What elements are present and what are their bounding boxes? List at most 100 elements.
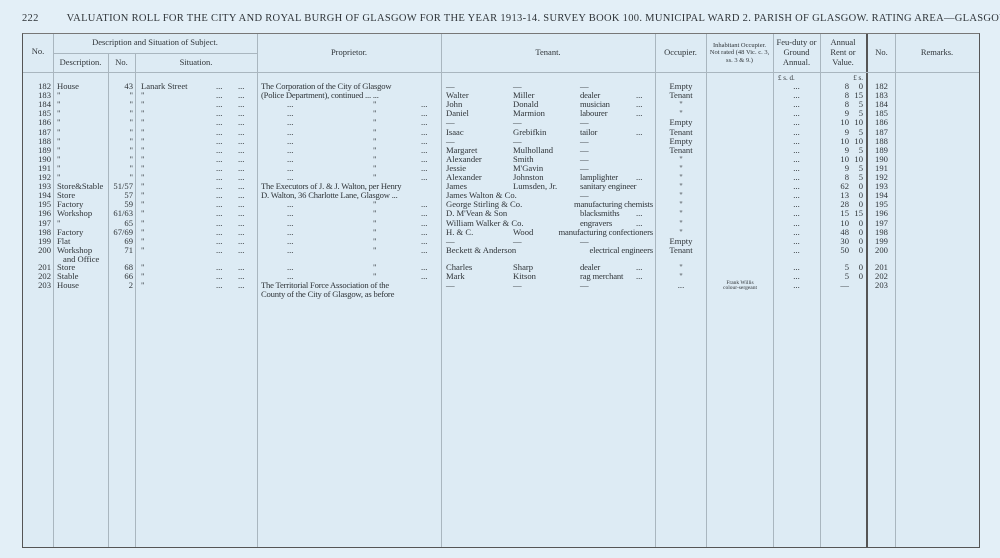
row-number-right: 201 [875,261,888,272]
house-number: 43 [124,81,133,91]
tenant-first: John [446,99,463,110]
row-number-right: 197 [875,217,888,228]
tenant-first: H. & C. [446,226,474,237]
column-rule [135,54,136,547]
occupier: " [679,217,683,228]
feu-duty: ... [793,199,800,210]
tenant-last: Marmion [513,108,545,119]
tenant-last: Mulholland [513,144,554,155]
tenant-first: Margaret [446,144,478,155]
description: " [57,144,61,155]
tenant-occupation: — [580,135,589,146]
description: Flat [57,235,71,246]
tenant-last: Johnston [513,172,544,182]
header-remarks: Remarks. [920,47,954,57]
table-row: 182 House 43 Lanark Street The Corporation o… [23,82,979,91]
leader-dots: ... [238,172,245,182]
leader-dots: ... [238,270,245,281]
row-number-right: 199 [875,235,888,246]
row-number-right: 200 [875,244,888,255]
column-rule [895,34,896,547]
row-number: 196 [38,208,51,219]
leader-dots: ... [238,244,245,255]
leader-dots: ... [216,190,223,201]
proprietor: ... [287,261,294,272]
description-line2: and Office [63,253,100,264]
leader-dots: ... [421,117,428,128]
tenant-occupation: labourer [580,108,608,119]
description: " [57,217,61,228]
description: " [57,126,61,137]
proprietor-line2: County of the City of Glasgow, as before [261,289,395,299]
row-number-right: 186 [875,117,888,128]
feu-duty: ... [793,99,800,110]
row-number-right: 193 [875,181,888,192]
header-rent: Annual Rent or Value. [830,37,856,67]
leader-dots: ... [238,208,245,219]
description: Factory [57,199,84,210]
situation: " [141,208,145,219]
row-number: 193 [38,181,51,192]
feu-duty: ... [793,81,800,91]
tenant-occupation: rag merchant [580,270,624,281]
rent-shillings: 0 [858,235,863,246]
ditto-mark: " [373,172,377,182]
tenant-first: Isaac [446,126,464,137]
row-number: 188 [38,135,51,146]
table-row: 198 Factory 67/69 "... "... H. & C. Wood manufa… [23,226,979,237]
row-number-right: 194 [875,190,888,201]
house-number: " [129,162,133,173]
rent-pounds: 8 [844,81,849,91]
description: " [57,90,61,101]
leader-dots: ... [238,126,245,137]
leader-dots: ... [421,162,428,173]
roll-title: VALUATION ROLL FOR THE CITY AND ROYAL BU… [66,13,1000,24]
feu-duty: ... [793,235,800,246]
leader-dots: ... [216,217,223,228]
ditto-mark: " [373,126,377,137]
tenant-last: Wood [513,226,534,237]
page-heading: 222 VALUATION ROLL FOR THE CITY AND ROYAL… [22,13,1000,24]
tenant-occupation: — [580,81,589,91]
rent-shillings: 0 [858,226,863,237]
leader-dots: ... [238,235,245,246]
leader-dots: ... [216,181,223,192]
proprietor: ... [287,217,294,228]
row-number-right: 202 [875,270,888,281]
leader-dots: ... [216,199,223,210]
rent-shillings: 5 [858,172,863,182]
situation: " [141,261,145,272]
proprietor: ... [287,126,294,137]
rent-pounds: 9 [844,126,849,137]
table-row: 199 Flat 69 "... "... — — — Empty... 30 0 199...... [23,235,979,246]
tenant-occupation: — [580,280,589,290]
proprietor: ... [287,244,294,255]
tenant-last: Grebifkin [513,126,547,137]
rent-pounds: 8 [844,172,849,182]
ditto-mark: " [373,162,377,173]
leader-dots: ... [238,226,245,237]
rent-pounds: 48 [840,226,849,237]
column-rule [866,34,868,547]
table-row: 202 Stable 66 "... "... Mark Kitson rag merchan… [23,270,979,281]
tenant-first: Walter [446,90,469,101]
ditto-mark: " [373,226,377,237]
description: Store&Stable [57,181,104,192]
feu-duty: ... [793,90,800,101]
proprietor: ... [287,117,294,128]
table-row: 200 Workshop 71 "... "... Beckett & Anderson e… [23,244,979,263]
proprietor: The Territorial Force Association of the [261,280,389,290]
leader-dots: ... [238,181,245,192]
table-row: 188 " " "... "... — — — Empty... 10 10 188...... [23,135,979,146]
proprietor: ... [287,108,294,119]
header-occupier: Occupier. [664,47,697,57]
rent-shillings: 5 [858,144,863,155]
row-number: 185 [38,108,51,119]
situation: " [141,99,145,110]
situation: " [141,190,145,201]
occupier: " [679,270,683,281]
situation: " [141,244,145,255]
rent-shillings: 0 [858,261,863,272]
leader-dots: ... [216,172,223,182]
ditto-mark: " [373,153,377,164]
